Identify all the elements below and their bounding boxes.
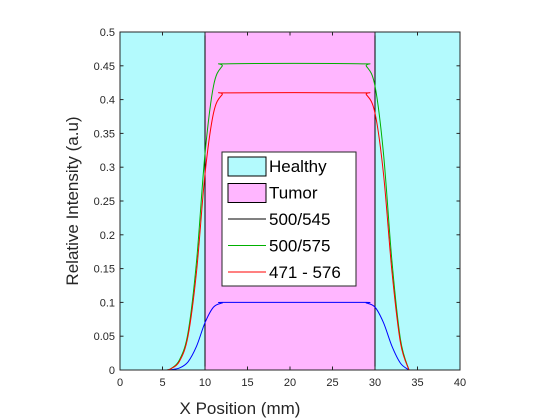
x-tick-label-2: 10: [199, 377, 211, 389]
y-tick-label-3: 0.15: [94, 264, 115, 276]
legend-swatch-1: [227, 183, 267, 203]
series-line-2: [166, 92, 410, 371]
legend-label-2: 500/545: [269, 210, 330, 229]
ticks: 0 5 10 15 20 25 30 35 40 0 0.05 0.1 0.15 0.2 0.25 0.3 0.…: [94, 27, 467, 389]
series-line-0: [166, 301, 410, 371]
legend-swatch-0: [227, 156, 267, 177]
x-tick-label-5: 25: [326, 377, 338, 389]
legend-label-1: Tumor: [269, 184, 318, 203]
x-tick-label-3: 15: [241, 377, 253, 389]
legend-label-0: Healthy: [269, 157, 327, 176]
y-axis-label: Relative Intensity (a.u): [63, 116, 82, 285]
legend: Healthy Tumor 500/545 500/575 471 - 576: [221, 151, 357, 287]
y-tick-label-10: 0.5: [100, 27, 115, 39]
x-tick-label-4: 20: [284, 377, 296, 389]
x-tick-label-0: 0: [117, 377, 123, 389]
y-tick-label-0: 0: [109, 365, 115, 377]
legend-label-4: 471 - 576: [269, 263, 341, 282]
y-tick-label-8: 0.4: [100, 95, 115, 107]
x-tick-label-1: 5: [159, 377, 165, 389]
series-line-1: [166, 62, 410, 371]
x-tick-label-6: 30: [369, 377, 381, 389]
region-healthy-0: [120, 32, 205, 370]
y-tick-label-4: 0.2: [100, 230, 115, 242]
legend-label-3: 500/575: [269, 237, 330, 256]
y-tick-label-2: 0.1: [100, 297, 115, 309]
y-tick-label-5: 0.25: [94, 196, 115, 208]
x-tick-label-7: 35: [411, 377, 423, 389]
y-tick-label-6: 0.3: [100, 162, 115, 174]
y-tick-label-1: 0.05: [94, 331, 115, 343]
x-tick-label-8: 40: [454, 377, 466, 389]
region-healthy-1: [375, 32, 460, 370]
x-axis-label: X Position (mm): [180, 399, 301, 418]
y-tick-label-9: 0.45: [94, 61, 115, 73]
y-tick-label-7: 0.35: [94, 128, 115, 140]
